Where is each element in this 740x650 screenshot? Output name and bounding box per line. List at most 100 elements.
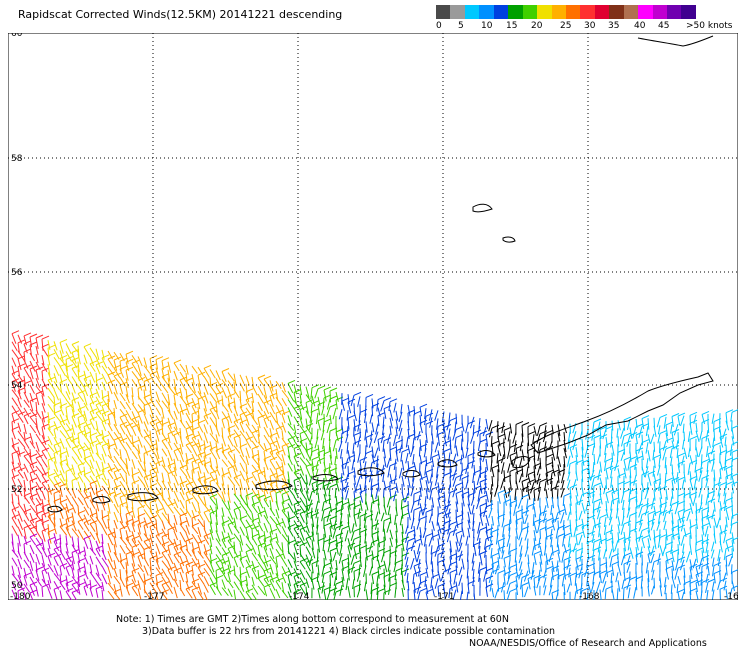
wind-vector — [59, 498, 68, 503]
wind-vector — [400, 563, 403, 575]
wind-vector — [376, 463, 379, 476]
wind-vector — [221, 552, 230, 556]
wind-vector — [410, 485, 415, 497]
wind-vector — [293, 536, 299, 547]
wind-vector — [203, 488, 210, 497]
wind-vector — [131, 483, 135, 494]
wind-vector — [65, 487, 72, 496]
wind-vector — [173, 359, 182, 364]
wind-vector — [47, 512, 56, 517]
wind-vector — [125, 562, 128, 574]
wind-vector — [263, 402, 270, 415]
wind-vector — [431, 529, 434, 541]
wind-vector — [731, 521, 738, 525]
wind-vector — [683, 567, 686, 578]
wind-vector — [647, 546, 651, 557]
wind-vector — [604, 589, 607, 600]
wind-vector — [53, 509, 56, 520]
wind-vector — [11, 333, 17, 344]
wind-vector — [730, 468, 733, 481]
wind-vector — [670, 584, 673, 594]
wind-vector — [239, 542, 243, 553]
wind-vector — [173, 450, 179, 462]
wind-vector — [11, 466, 20, 471]
wind-vector — [215, 410, 220, 420]
wind-vector — [107, 371, 116, 376]
wind-vector — [281, 482, 290, 487]
wind-vector — [524, 586, 529, 598]
wind-vector — [179, 587, 186, 597]
wind-vector — [173, 554, 180, 564]
wind-vector — [227, 396, 231, 408]
wind-vector — [77, 510, 86, 515]
wind-vector — [77, 417, 81, 429]
wind-vector — [554, 480, 559, 491]
wind-vector — [23, 455, 31, 465]
wind-vector — [671, 568, 674, 579]
wind-vector — [404, 548, 409, 560]
wind-vector — [400, 403, 403, 414]
wind-vector — [424, 576, 427, 587]
wind-vector — [161, 560, 170, 571]
wind-vector — [29, 480, 32, 492]
wind-vector — [695, 502, 698, 514]
wind-vector — [221, 491, 226, 503]
wind-vector — [179, 376, 188, 381]
wind-vector — [635, 455, 644, 460]
wind-vector — [125, 530, 129, 542]
wind-vector — [557, 568, 560, 580]
wind-vector — [425, 472, 429, 484]
wind-vector — [561, 576, 565, 587]
wind-vector — [472, 536, 475, 548]
wind-vector — [269, 432, 278, 437]
wind-vector — [299, 561, 306, 570]
wind-vector — [524, 514, 529, 524]
wind-vector — [137, 428, 143, 438]
wind-vector — [293, 584, 298, 595]
wind-vector — [335, 588, 344, 593]
wind-vector — [316, 524, 319, 535]
wind-vector — [71, 544, 78, 554]
wind-vector — [701, 474, 710, 479]
wind-vector — [251, 525, 260, 530]
wind-vector — [394, 546, 397, 557]
wind-vector — [251, 493, 260, 498]
wind-vector — [347, 466, 350, 477]
wind-vector — [719, 469, 722, 480]
wind-vector — [448, 484, 451, 494]
wind-vector — [551, 573, 560, 578]
wind-vector — [149, 422, 157, 431]
wind-vector — [611, 497, 620, 502]
wind-vector — [447, 508, 451, 518]
wind-vector — [566, 479, 571, 489]
wind-vector — [125, 354, 129, 364]
wind-vector — [29, 488, 34, 500]
wind-vector — [395, 482, 399, 494]
wind-vector — [647, 510, 656, 515]
wind-vector — [233, 453, 236, 464]
wind-vector — [125, 578, 128, 589]
wind-vector — [461, 494, 465, 507]
wind-vector — [299, 577, 306, 587]
wind-vector — [623, 539, 626, 552]
wind-vector — [287, 407, 293, 417]
wind-vector — [275, 413, 279, 424]
wind-vector — [519, 561, 523, 571]
wind-vector — [381, 424, 385, 436]
wind-vector — [101, 453, 106, 464]
wind-vector — [275, 540, 282, 551]
wind-vector — [321, 581, 325, 594]
wind-vector — [581, 467, 590, 472]
wind-vector — [65, 435, 74, 440]
wind-vector — [29, 485, 38, 490]
wind-vector — [575, 571, 584, 576]
wind-vector — [677, 592, 680, 600]
wind-vector — [185, 436, 193, 448]
wind-vector — [233, 373, 237, 386]
wind-vector — [257, 537, 263, 548]
wind-vector — [41, 346, 49, 357]
wind-vector — [245, 564, 254, 569]
wind-vector — [53, 469, 60, 478]
wind-vector — [533, 450, 536, 461]
wind-vector — [197, 527, 202, 537]
